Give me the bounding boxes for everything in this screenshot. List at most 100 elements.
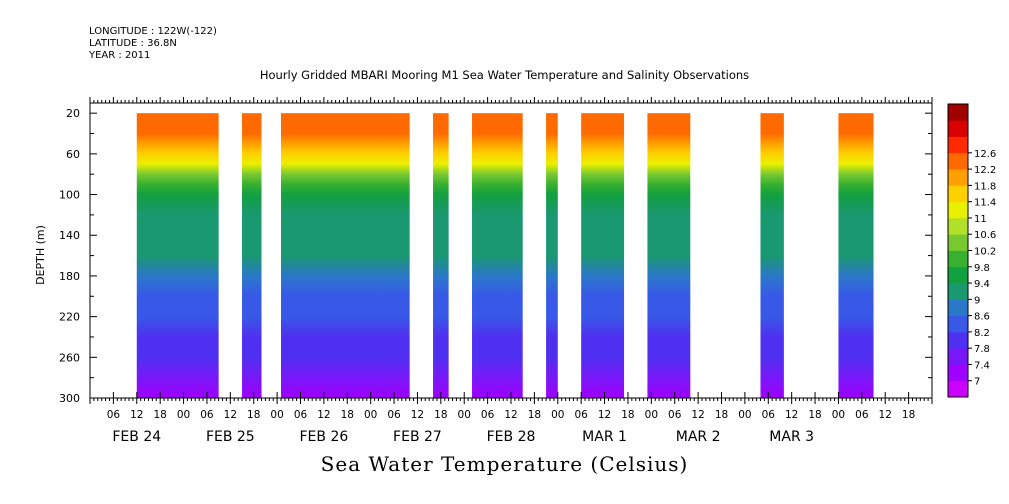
colorbar-label: 11.4 xyxy=(974,198,996,209)
colorbar-label: 11 xyxy=(974,214,987,225)
latitude-label: LATITUDE : 36.8N xyxy=(89,38,177,49)
colorbar-swatch xyxy=(948,104,968,121)
x-tick-label: 18 xyxy=(153,409,166,421)
colorbar-swatch xyxy=(948,315,968,333)
x-tick-label: 06 xyxy=(574,409,588,421)
longitude-label: LONGITUDE : 122W(-122) xyxy=(89,26,217,37)
x-tick-label: 12 xyxy=(691,409,704,421)
x-tick-label: 18 xyxy=(341,409,354,421)
colorbar-swatch xyxy=(948,120,968,137)
x-tick-label: 12 xyxy=(411,409,424,421)
colorbar-label: 7.8 xyxy=(974,344,990,355)
x-tick-label: 00 xyxy=(364,409,377,421)
colorbar-swatch xyxy=(948,299,968,317)
colorbar-swatch xyxy=(948,152,968,170)
x-tick-label: 12 xyxy=(879,409,892,421)
colorbar-label: 7.4 xyxy=(974,360,990,371)
x-tick-label: 06 xyxy=(107,409,121,421)
colorbar-swatch xyxy=(948,169,968,186)
colorbar-label: 9.4 xyxy=(974,279,990,290)
x-tick-label: 06 xyxy=(387,409,401,421)
variable-label: Sea Water Temperature (Celsius) xyxy=(320,452,689,476)
chart-title: Hourly Gridded MBARI Mooring M1 Sea Wate… xyxy=(259,68,750,82)
y-tick-label: 300 xyxy=(59,392,80,405)
x-tick-label: 00 xyxy=(738,409,751,421)
colorbar-label: 7 xyxy=(974,377,980,388)
data-segment xyxy=(433,113,449,398)
colorbar-swatch xyxy=(948,234,968,251)
x-date-label: FEB 24 xyxy=(112,429,161,445)
x-tick-label: 00 xyxy=(458,409,471,421)
colorbar-swatch xyxy=(948,380,968,398)
colorbar-swatch xyxy=(948,201,968,219)
x-minor-ticks xyxy=(89,97,933,404)
x-tick-label: 06 xyxy=(762,409,776,421)
x-tick-label: 00 xyxy=(645,409,658,421)
y-axis-label: DEPTH (m) xyxy=(34,225,47,285)
x-tick-label: 18 xyxy=(808,409,821,421)
colorbar-label: 12.6 xyxy=(974,149,996,160)
x-tick-label: 00 xyxy=(551,409,564,421)
x-tick-label: 06 xyxy=(481,409,495,421)
y-tick-label: 140 xyxy=(59,229,80,242)
x-tick-label: 00 xyxy=(270,409,283,421)
x-date-label: FEB 26 xyxy=(299,429,348,445)
x-tick-label: 18 xyxy=(715,409,728,421)
colorbar-label: 10.2 xyxy=(974,247,996,258)
x-tick-label: 00 xyxy=(832,409,845,421)
x-tick-label: 12 xyxy=(317,409,330,421)
colorbar-label: 11.8 xyxy=(974,181,996,192)
x-tick-label: 12 xyxy=(785,409,798,421)
x-date-label: FEB 25 xyxy=(206,429,255,445)
y-tick-label: 60 xyxy=(66,148,80,161)
colorbar-swatch xyxy=(948,283,968,300)
year-label: YEAR : 2011 xyxy=(89,50,151,61)
x-tick-label: 12 xyxy=(224,409,237,421)
data-segment xyxy=(546,113,558,398)
x-date-label: MAR 2 xyxy=(676,429,721,445)
y-tick-label: 20 xyxy=(66,107,80,120)
x-date-label: MAR 1 xyxy=(582,429,627,445)
x-tick-label: 06 xyxy=(294,409,308,421)
colorbar-swatch xyxy=(948,217,968,235)
colorbar-swatch xyxy=(948,266,968,284)
colorbar-label: 8.2 xyxy=(974,328,990,339)
data-segment xyxy=(581,113,625,398)
x-date-label: FEB 28 xyxy=(487,429,536,445)
y-tick-label: 260 xyxy=(59,351,80,364)
x-tick-label: 06 xyxy=(200,409,214,421)
colorbar-label: 12.2 xyxy=(974,165,996,176)
x-axis: 06 12 18 00 06 12 18 00 06 12 18 00 06 12 18 00 06 12 18 00… xyxy=(107,392,915,445)
x-tick-label: 18 xyxy=(528,409,541,421)
data-segment xyxy=(472,113,523,398)
x-date-label: MAR 3 xyxy=(769,429,814,445)
y-tick-label: 180 xyxy=(59,270,80,283)
colorbar-swatch xyxy=(948,136,968,154)
colorbar-swatch xyxy=(948,250,968,268)
x-tick-label: 06 xyxy=(855,409,869,421)
colorbar-label: 9.8 xyxy=(974,263,990,274)
x-tick-label: 12 xyxy=(504,409,517,421)
data-segment xyxy=(242,113,262,398)
x-tick-label: 18 xyxy=(902,409,915,421)
data-segments xyxy=(136,113,874,398)
x-tick-label: 12 xyxy=(598,409,611,421)
data-segment xyxy=(647,113,691,398)
x-tick-label: 18 xyxy=(434,409,447,421)
colorbar-label: 10.6 xyxy=(974,230,996,241)
colorbar-swatch xyxy=(948,185,968,203)
colorbar-label: 8.6 xyxy=(974,312,990,323)
colorbar-swatch xyxy=(948,331,968,349)
x-tick-label: 06 xyxy=(668,409,682,421)
x-tick-label: 18 xyxy=(247,409,260,421)
y-axis: 20 60 100 140 180 220 260 300 xyxy=(59,107,932,405)
colorbar-swatch xyxy=(948,364,968,382)
data-segment xyxy=(136,113,219,398)
x-date-label: FEB 27 xyxy=(393,429,442,445)
x-tick-label: 12 xyxy=(130,409,143,421)
colorbar-swatch xyxy=(948,348,968,365)
data-segment xyxy=(281,113,410,398)
y-tick-label: 100 xyxy=(59,189,80,202)
x-tick-label: 18 xyxy=(621,409,634,421)
